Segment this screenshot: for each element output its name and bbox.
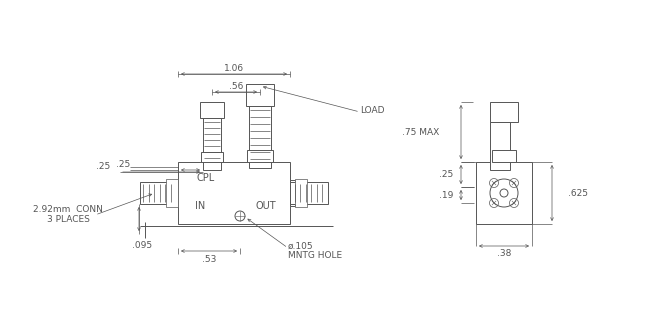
Text: MNTG HOLE: MNTG HOLE [288,252,342,261]
Text: .25: .25 [116,159,130,169]
Bar [203,118,221,170]
Text: .25: .25 [95,161,110,171]
Bar [249,106,271,168]
Bar [173,180,178,206]
Bar [247,150,273,162]
Text: .095: .095 [132,241,152,251]
Bar [290,182,328,204]
Bar [246,84,274,106]
Text: 1.06: 1.06 [224,63,244,72]
Text: .625: .625 [568,189,588,198]
Bar [178,162,290,224]
Bar [166,179,178,207]
Bar [476,162,532,224]
Text: ø.105: ø.105 [288,241,314,251]
Text: LOAD: LOAD [360,106,385,115]
Text: 2.92mm  CONN: 2.92mm CONN [33,206,103,214]
Text: .56: .56 [229,81,243,91]
Bar [201,152,223,162]
Text: OUT: OUT [256,201,276,211]
Text: .38: .38 [497,250,511,259]
Text: .19: .19 [439,191,453,200]
Bar [290,180,295,206]
Text: .25: .25 [439,170,453,179]
Bar [490,122,510,170]
Bar [492,150,516,162]
Bar [200,102,224,118]
Bar [140,182,178,204]
Text: CPL: CPL [197,173,215,183]
Text: 3 PLACES: 3 PLACES [46,215,90,224]
Bar [490,102,518,122]
Text: .53: .53 [202,255,216,264]
Text: .75 MAX: .75 MAX [402,127,439,136]
Bar [295,179,307,207]
Text: IN: IN [195,201,205,211]
